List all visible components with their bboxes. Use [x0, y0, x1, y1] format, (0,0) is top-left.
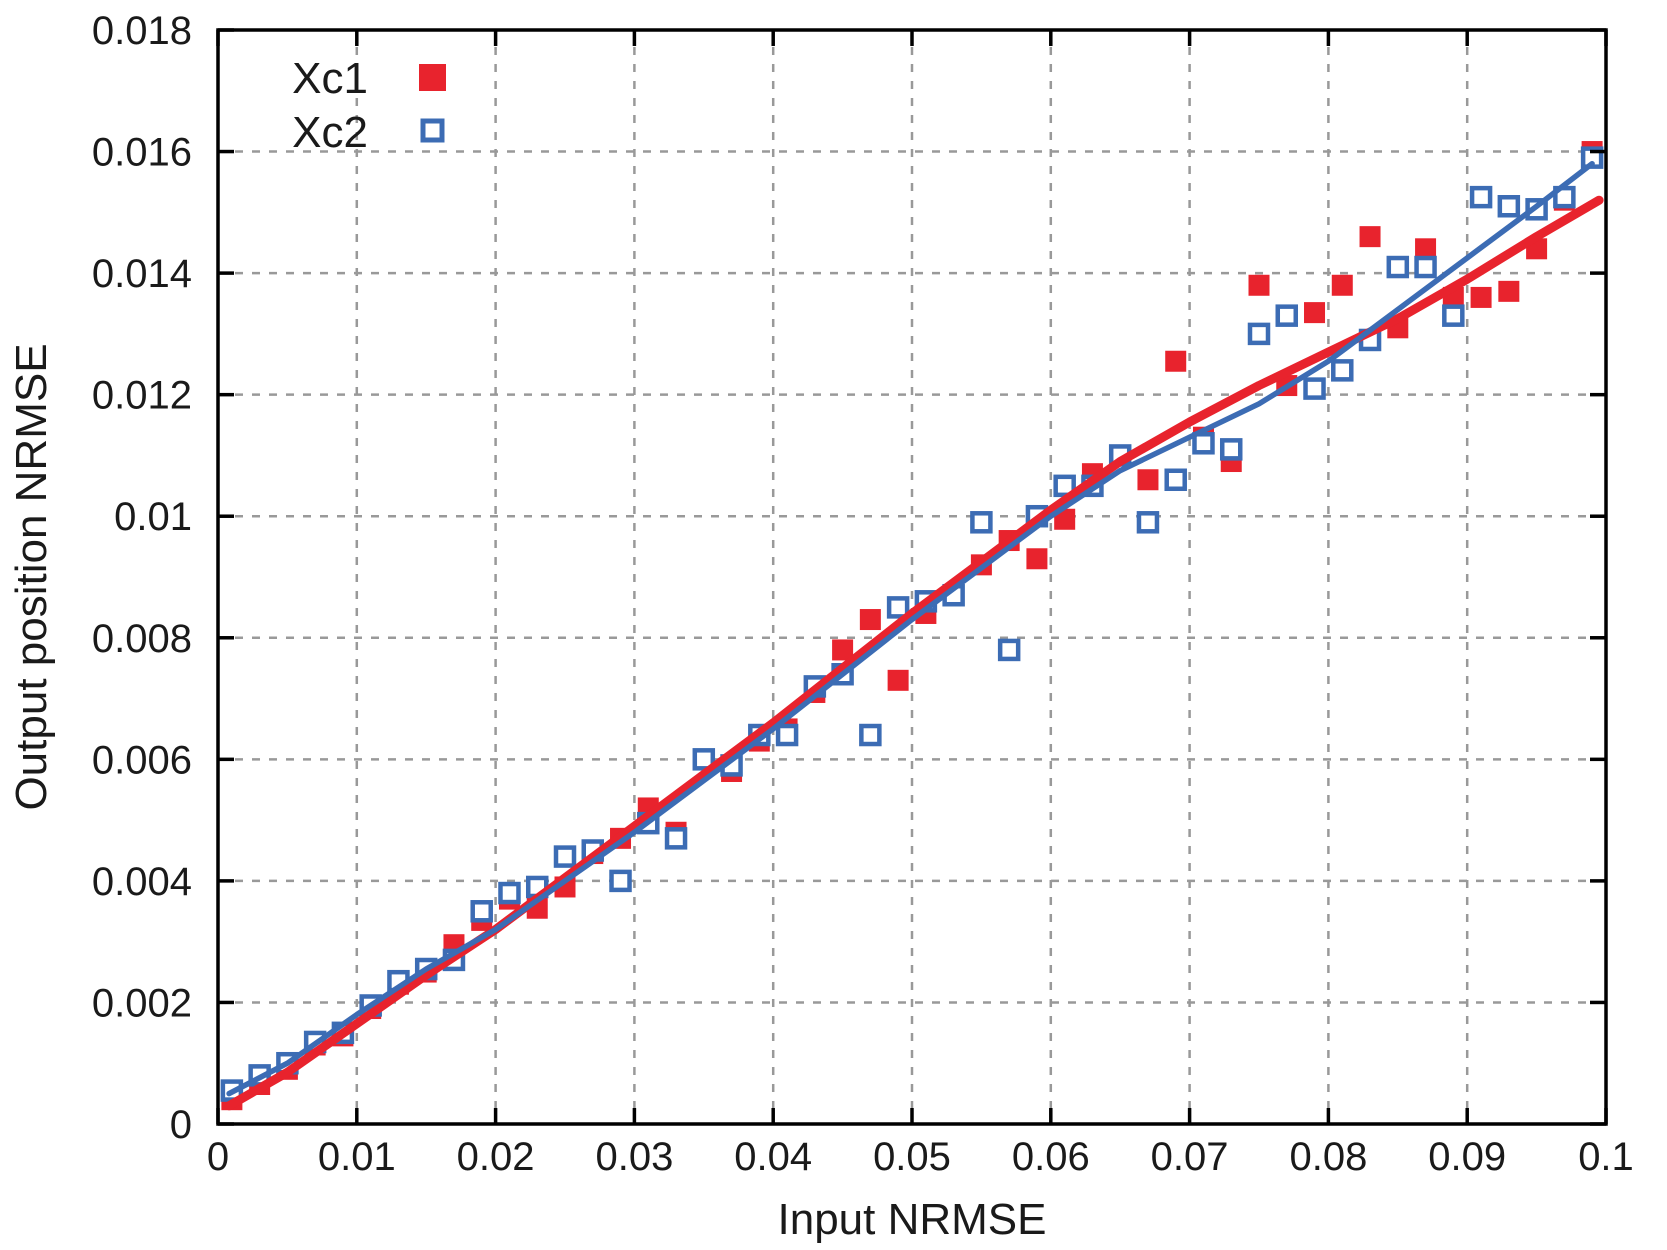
- y-tick-label: 0.016: [92, 131, 192, 175]
- legend-label-xc1: Xc1: [292, 54, 368, 103]
- x-tick-label: 0.02: [457, 1135, 535, 1179]
- y-tick-label: 0.012: [92, 374, 192, 418]
- data-point-xc2: [1414, 255, 1437, 279]
- data-point-xc2: [1469, 185, 1493, 209]
- data-point-xc2: [470, 900, 493, 923]
- x-tick-label: 0.05: [873, 1135, 951, 1179]
- tick-labels: 0 0.01 0.02 0.03 0.04 0.05 0.06 0.07 0.08 0.09 0.1…: [92, 9, 1634, 1179]
- x-tick-label: 0: [207, 1135, 229, 1179]
- data-point-xc1: [1498, 280, 1520, 302]
- x-tick-label: 0.03: [595, 1135, 673, 1179]
- x-tick-label: 0.07: [1151, 1135, 1229, 1179]
- y-tick-label: 0.014: [92, 252, 192, 296]
- fit-lines: [224, 160, 1604, 1111]
- y-tick-label: 0.008: [92, 617, 192, 661]
- data-point-xc2: [553, 845, 577, 868]
- x-tick-label: 0.06: [1012, 1135, 1090, 1179]
- data-point-xc1: [859, 609, 881, 631]
- legend: Xc1 Xc2: [292, 54, 446, 157]
- y-tick-label: 0.01: [114, 495, 192, 539]
- y-tick-label: 0.006: [92, 738, 192, 782]
- data-point-xc2: [609, 869, 632, 893]
- y-tick-label: 0.002: [92, 981, 192, 1025]
- x-tick-label: 0.04: [734, 1135, 812, 1179]
- data-point-xc1: [1415, 238, 1437, 260]
- data-point-xc1: [1054, 508, 1076, 530]
- grid-lines: [218, 30, 1606, 1124]
- x-tick-label: 0.08: [1289, 1135, 1367, 1179]
- y-tick-label: 0.004: [92, 860, 192, 904]
- data-point-xc2: [886, 596, 910, 619]
- data-point-xc1: [1470, 286, 1492, 308]
- xc2-open-square-icon: [420, 118, 445, 143]
- x-tick-label: 0.01: [318, 1135, 396, 1179]
- data-point-xc1: [832, 639, 854, 661]
- data-point-xc2: [692, 748, 716, 771]
- data-point-xc2: [1386, 255, 1410, 279]
- data-point-xc2: [1164, 468, 1187, 492]
- data-point-xc1: [1248, 274, 1270, 296]
- y-tick-label: 0.018: [92, 9, 192, 53]
- data-point-xc2: [1303, 377, 1326, 400]
- data-point-xc1: [1304, 302, 1326, 324]
- data-point-xc1: [1165, 350, 1187, 372]
- data-point-xc2: [775, 723, 799, 747]
- data-point-xc2: [1442, 304, 1465, 327]
- data-point-xc2: [1497, 195, 1521, 218]
- data-point-xc2: [1219, 438, 1243, 461]
- data-point-xc1: [1026, 548, 1048, 570]
- data-point-xc1: [887, 669, 909, 691]
- data-point-xc2: [1275, 304, 1299, 327]
- data-point-xc2: [1053, 474, 1076, 498]
- data-point-xc2: [1331, 359, 1354, 382]
- y-axis-title: Output position NRMSE: [7, 343, 56, 810]
- x-tick-label: 0.1: [1578, 1135, 1634, 1179]
- data-point-xc1: [1137, 469, 1159, 491]
- data-point-xc2: [1192, 432, 1215, 455]
- data-point-xc2: [1136, 511, 1160, 534]
- data-point-xc2: [859, 723, 882, 747]
- data-point-xc1: [1359, 226, 1381, 248]
- xc1-filled-square-icon: [419, 64, 446, 91]
- y-tick-label: 0: [170, 1103, 192, 1147]
- x-axis-title: Input NRMSE: [778, 1195, 1047, 1244]
- fit-line-xc2-fit: [226, 160, 1595, 1097]
- x-tick-label: 0.09: [1428, 1135, 1506, 1179]
- data-point-xc2: [970, 511, 993, 534]
- data-point-xc2: [498, 881, 521, 905]
- data-point-xc2: [997, 638, 1021, 662]
- data-point-xc2: [1247, 322, 1271, 346]
- data-point-xc1: [1331, 274, 1353, 296]
- legend-label-xc2: Xc2: [292, 108, 368, 157]
- data-point-xc2: [664, 827, 688, 850]
- plot-frame: [216, 28, 1608, 1126]
